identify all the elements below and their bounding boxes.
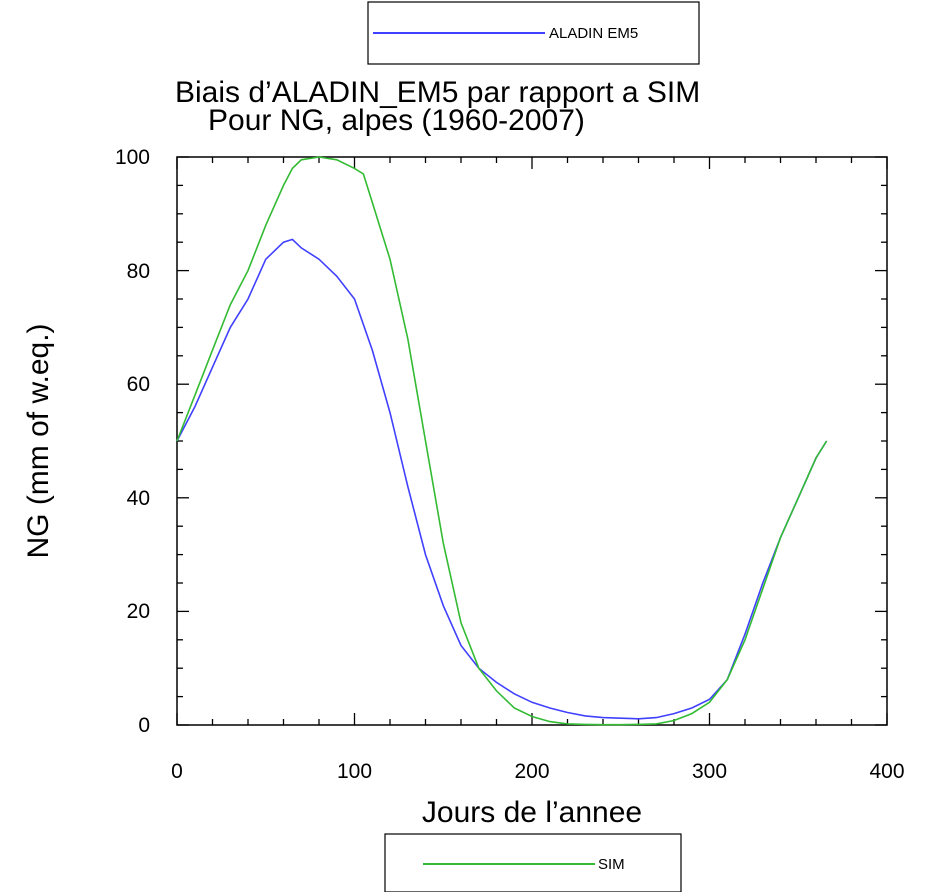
axis-ticks — [176, 156, 888, 726]
y-tick-labels: 0 20 40 60 80 100 — [115, 146, 150, 737]
legend-top-label: ALADIN EM5 — [549, 25, 638, 42]
x-axis-label: Jours de l’annee — [422, 796, 642, 829]
legend-bottom: SIM — [384, 833, 682, 892]
y-tick-label-80: 80 — [127, 260, 150, 283]
y-tick-label-60: 60 — [127, 373, 150, 396]
legend-top: ALADIN EM5 — [367, 1, 700, 65]
x-tick-label-400: 400 — [869, 760, 904, 783]
y-tick-label-0: 0 — [138, 714, 150, 737]
x-tick-label-200: 200 — [514, 760, 549, 783]
x-tick-labels: 0 100 200 300 400 — [171, 760, 904, 783]
y-tick-label-40: 40 — [127, 487, 150, 510]
x-tick-label-0: 0 — [171, 760, 183, 783]
y-tick-label-100: 100 — [115, 146, 150, 169]
chart-subtitle: Pour NG, alpes (1960-2007) — [208, 104, 585, 137]
series-line-aladin-em5 — [176, 238, 828, 720]
x-tick-label-300: 300 — [692, 760, 727, 783]
series-line-sim — [176, 156, 828, 726]
chart-title: Biais d’ALADIN_EM5 par rapport a SIM — [175, 76, 700, 109]
legend-bottom-label: SIM — [598, 856, 625, 873]
x-tick-label-100: 100 — [337, 760, 372, 783]
y-tick-label-20: 20 — [127, 600, 150, 623]
y-axis-label: NG (mm of w.eq.) — [22, 323, 55, 558]
